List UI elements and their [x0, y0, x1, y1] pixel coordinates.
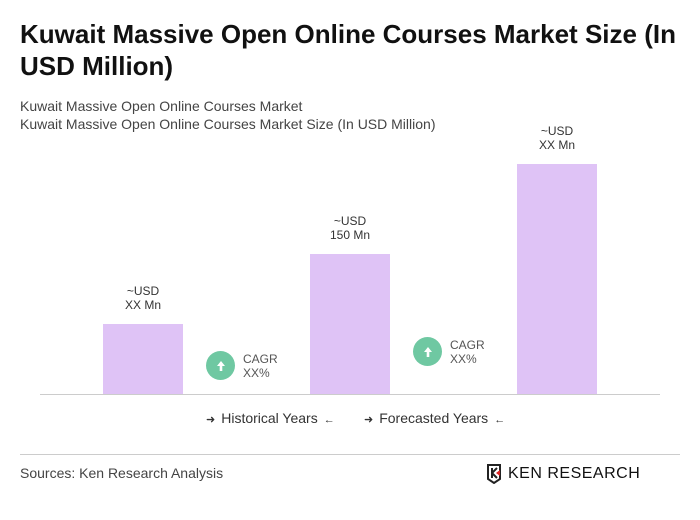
cagr-label: CAGR: [450, 337, 485, 352]
subtitle: Kuwait Massive Open Online Courses Marke…: [20, 98, 303, 114]
logo-text: KEN RESEARCH: [508, 465, 641, 482]
legend-historical: ➜ Historical Years ←: [200, 410, 341, 426]
legend-label: Historical Years: [221, 410, 318, 426]
subtitle-2: Kuwait Massive Open Online Courses Marke…: [20, 116, 436, 132]
bar: [310, 254, 390, 394]
cagr-label: CAGR: [243, 351, 278, 366]
chart-title: Kuwait Massive Open Online Courses Marke…: [20, 19, 676, 81]
divider: [20, 454, 680, 455]
arrow-left-icon: ←: [494, 414, 506, 426]
legend-label: Forecasted Years: [379, 410, 489, 426]
x-axis: [40, 394, 660, 395]
cagr-badge-1: CAGR XX%: [206, 351, 278, 380]
arrow-up-icon: [206, 351, 235, 380]
ken-research-logo: KEN RESEARCH: [486, 464, 640, 484]
bar: [103, 324, 183, 394]
cagr-value: XX%: [243, 365, 270, 380]
data-label: ~USD XX Mn: [124, 284, 161, 312]
legend-forecasted: ➜ Forecasted Years ←: [358, 410, 511, 426]
arrow-up-icon: [413, 337, 442, 366]
cagr-value: XX%: [450, 351, 477, 366]
sources: Sources: Ken Research Analysis: [20, 465, 224, 481]
logo-icon: [487, 464, 501, 484]
data-label: ~USD XX Mn: [538, 124, 575, 153]
arrow-right-icon: ➜: [206, 414, 216, 426]
arrow-left-icon: ←: [323, 414, 335, 426]
cagr-badge-2: CAGR XX%: [413, 337, 485, 366]
arrow-right-icon: ➜: [364, 414, 374, 426]
data-label: ~USD 150 Mn: [329, 214, 371, 242]
bar: [517, 164, 597, 394]
